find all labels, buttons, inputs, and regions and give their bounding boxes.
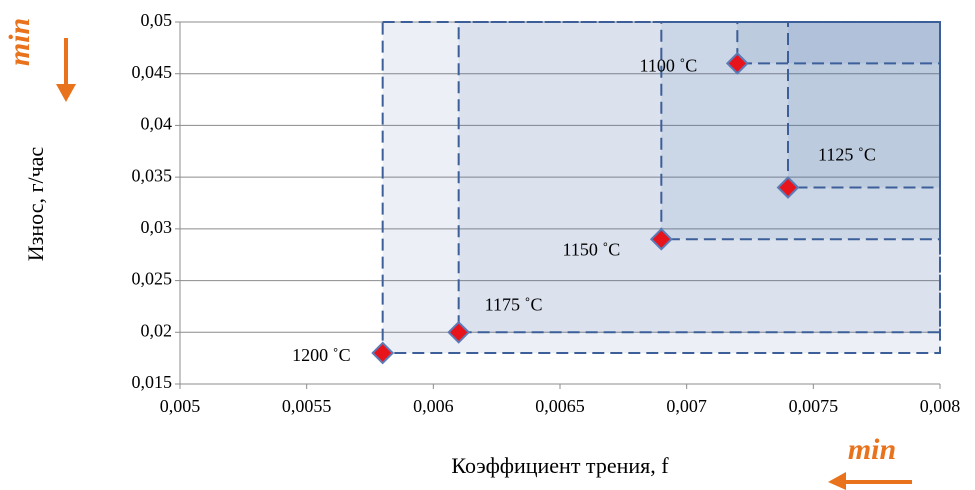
point (371, 341, 395, 365)
point-label: 1150 ˚C (562, 239, 620, 259)
point-label: 1200 ˚C (292, 345, 351, 365)
point-label: 1125 ˚C (818, 145, 876, 165)
point-label: 1175 ˚C (485, 294, 543, 314)
y-axis-label: Износ, г/час (23, 147, 48, 262)
x-axis-label: Коэффициент трения, f (451, 453, 669, 478)
point (725, 51, 749, 75)
y-tick-label: 0,045 (132, 62, 173, 82)
y-tick-label: 0,025 (132, 269, 173, 289)
x-min-arrow (828, 472, 912, 490)
region (457, 21, 941, 334)
point (649, 227, 673, 251)
y-tick-label: 0,02 (141, 320, 173, 340)
x-tick-label: 0,006 (413, 396, 454, 416)
y-tick-label: 0,035 (132, 165, 173, 185)
y-min-arrow (56, 38, 76, 102)
y-tick-label: 0,05 (141, 10, 173, 30)
x-tick-label: 0,007 (666, 396, 707, 416)
x-tick-label: 0,0055 (282, 396, 332, 416)
y-tick-label: 0,04 (141, 114, 173, 134)
region (787, 21, 941, 189)
region (736, 21, 941, 65)
x-tick-label: 0,008 (920, 396, 961, 416)
y-tick-label: 0,015 (132, 372, 173, 392)
point (776, 176, 800, 199)
x-min-annotation: min (848, 433, 896, 466)
x-tick-label: 0,0075 (789, 396, 839, 416)
y-min-annotation: min (3, 18, 36, 66)
point-label: 1100 ˚C (639, 55, 697, 75)
point (447, 320, 471, 344)
x-tick-label: 0,0065 (535, 396, 585, 416)
x-tick-label: 0,005 (160, 396, 201, 416)
y-tick-label: 0,03 (141, 217, 173, 237)
